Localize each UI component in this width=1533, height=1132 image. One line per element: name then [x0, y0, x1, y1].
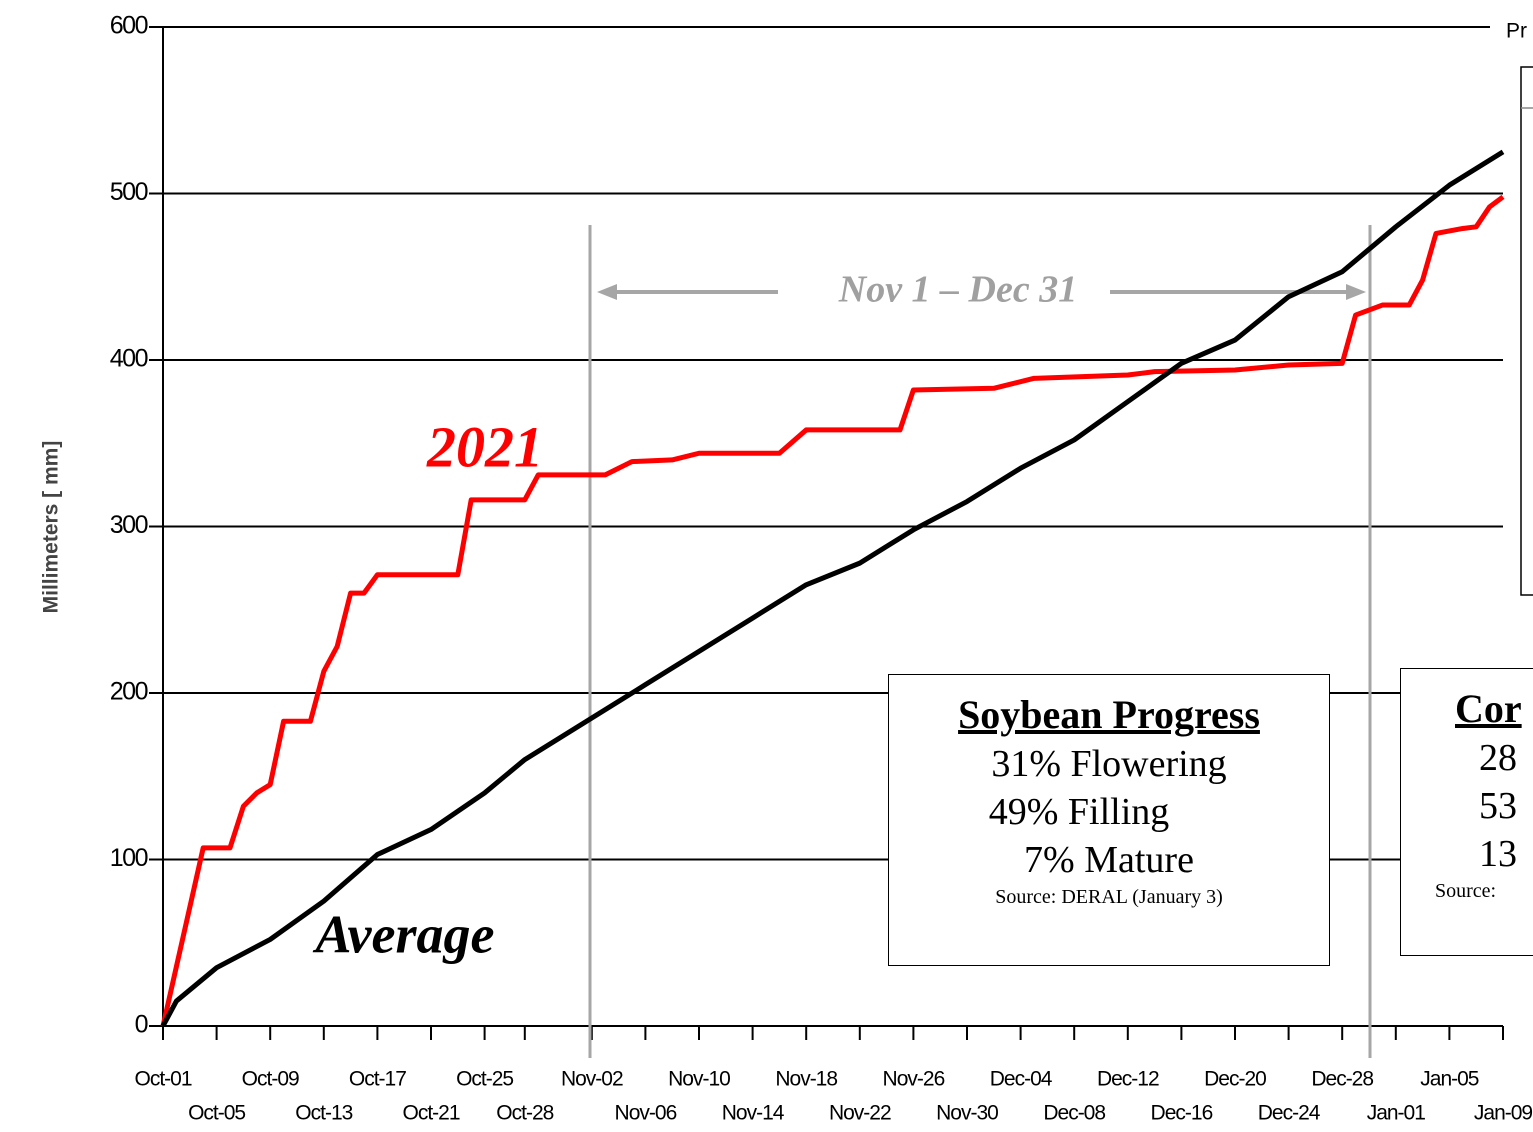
x-tick-label: Dec-12 — [1097, 1068, 1159, 1091]
y-tick-label: 500 — [110, 178, 148, 206]
x-tick-label: Oct-13 — [295, 1102, 352, 1125]
x-tick-label: Jan-05 — [1420, 1068, 1479, 1091]
series-line — [160, 194, 1505, 1027]
x-tick-label: Oct-25 — [456, 1068, 513, 1091]
x-tick-label: Nov-22 — [829, 1102, 891, 1125]
x-tick-label: Oct-09 — [242, 1068, 299, 1091]
y-axis-label: Millimeters [ mm] — [40, 441, 63, 614]
y-tick-label: 0 — [135, 1011, 148, 1039]
x-tick-label: Oct-17 — [349, 1068, 406, 1091]
series-label: 2021 — [426, 414, 543, 479]
box-line: 28 — [1479, 737, 1517, 779]
x-tick-label: Nov-18 — [775, 1068, 837, 1091]
box-line: 53 — [1479, 785, 1517, 827]
series-label: Average — [313, 904, 495, 964]
series-line — [160, 149, 1505, 1028]
box-line: 31% Flowering — [991, 743, 1227, 785]
x-tick-label: Nov-06 — [615, 1102, 677, 1125]
box-title: Cor — [1455, 686, 1522, 731]
x-tick-label: Jan-01 — [1367, 1102, 1426, 1125]
x-tick-label: Nov-10 — [668, 1068, 730, 1091]
x-tick-label: Nov-02 — [561, 1068, 623, 1091]
y-tick-label: 300 — [110, 511, 148, 539]
x-tick-label: Oct-21 — [402, 1102, 459, 1125]
x-tick-label: Dec-04 — [990, 1068, 1053, 1091]
x-tick-label: Oct-05 — [188, 1102, 245, 1125]
box-line: 13 — [1479, 833, 1517, 875]
y-tick-label: 600 — [110, 12, 148, 40]
box-source: Source: — [1435, 880, 1497, 902]
box-source: Source: DERAL (January 3) — [995, 886, 1223, 908]
x-tick-label: Nov-30 — [936, 1102, 998, 1125]
x-tick-label: Dec-08 — [1043, 1102, 1105, 1125]
x-tick-label: Dec-28 — [1311, 1068, 1373, 1091]
box-line: 7% Mature — [1024, 839, 1194, 881]
soybean-box: Soybean Progress 31% Flowering 49% Filli… — [888, 674, 1330, 966]
corner-text: Pr — [1506, 20, 1527, 43]
x-tick-label: Dec-24 — [1258, 1102, 1321, 1125]
y-tick-label: 200 — [110, 678, 148, 706]
y-tick-label: 400 — [110, 345, 148, 373]
y-tick-label: 100 — [110, 844, 148, 872]
x-tick-label: Dec-20 — [1204, 1068, 1266, 1091]
x-tick-label: Oct-01 — [134, 1068, 191, 1091]
box-title: Soybean Progress — [958, 692, 1260, 737]
x-tick-label: Nov-26 — [883, 1068, 945, 1091]
corn-box: Cor 28 53 13 Source: — [1400, 668, 1533, 956]
arrow-head — [1346, 284, 1366, 300]
legend-frame — [1520, 66, 1533, 596]
period-label: Nov 1 – Dec 31 — [838, 269, 1077, 311]
x-tick-label: Oct-28 — [496, 1102, 553, 1125]
box-line: 49% Filling — [988, 791, 1170, 833]
arrow-head — [597, 284, 617, 300]
x-tick-label: Jan-09 — [1474, 1102, 1533, 1125]
x-tick-label: Nov-14 — [722, 1102, 785, 1125]
x-tick-label: Dec-16 — [1151, 1102, 1213, 1125]
